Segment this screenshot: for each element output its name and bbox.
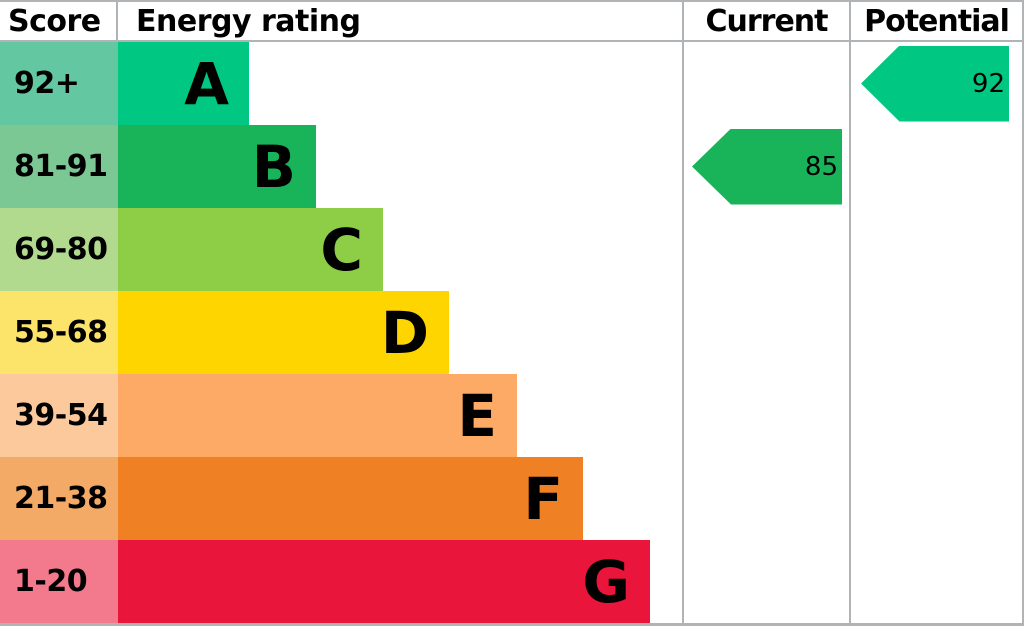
band-score-range: 21-38 bbox=[14, 481, 108, 516]
band-bar-cell: A bbox=[118, 42, 682, 125]
potential-rating-cell bbox=[849, 540, 1022, 623]
band-letter: G bbox=[582, 547, 630, 616]
band-letter: C bbox=[320, 215, 363, 284]
band-rating-bar: B bbox=[118, 125, 316, 208]
band-rating-bar: F bbox=[118, 457, 583, 540]
band-rating-bar: D bbox=[118, 291, 449, 374]
band-score-range: 92+ bbox=[14, 66, 80, 101]
band-score-cell: 1-20 bbox=[0, 540, 118, 623]
potential-rating-arrow: 92 bbox=[861, 45, 1009, 122]
score-column-header: Score bbox=[0, 2, 118, 42]
current-rating-cell bbox=[682, 457, 849, 540]
band-bar-cell: F bbox=[118, 457, 682, 540]
band-bar-cell: C bbox=[118, 208, 682, 291]
energy-rating-column-header: Energy rating bbox=[118, 2, 682, 42]
band-letter: E bbox=[457, 381, 497, 450]
potential-rating-value: 92 bbox=[971, 68, 1005, 99]
potential-rating-cell bbox=[849, 208, 1022, 291]
band-score-cell: 55-68 bbox=[0, 291, 118, 374]
band-rating-bar: E bbox=[118, 374, 517, 457]
band-score-range: 1-20 bbox=[14, 564, 88, 599]
band-letter: D bbox=[380, 298, 429, 367]
band-score-cell: 69-80 bbox=[0, 208, 118, 291]
band-rating-bar: G bbox=[118, 540, 650, 623]
current-rating-value: 85 bbox=[804, 151, 838, 182]
potential-rating-cell bbox=[849, 291, 1022, 374]
band-bar-cell: D bbox=[118, 291, 682, 374]
band-score-range: 81-91 bbox=[14, 149, 108, 184]
current-rating-cell bbox=[682, 540, 849, 623]
band-score-cell: 81-91 bbox=[0, 125, 118, 208]
band-score-range: 39-54 bbox=[14, 398, 108, 433]
current-rating-cell: 85 bbox=[682, 125, 849, 208]
band-score-cell: 21-38 bbox=[0, 457, 118, 540]
band-score-range: 55-68 bbox=[14, 315, 108, 350]
current-rating-cell bbox=[682, 374, 849, 457]
band-bar-cell: E bbox=[118, 374, 682, 457]
band-letter: F bbox=[523, 464, 563, 533]
current-rating-cell bbox=[682, 291, 849, 374]
current-rating-cell bbox=[682, 208, 849, 291]
band-bar-cell: B bbox=[118, 125, 682, 208]
current-rating-cell bbox=[682, 42, 849, 125]
band-rating-bar: C bbox=[118, 208, 383, 291]
current-rating-arrow: 85 bbox=[692, 128, 842, 205]
potential-column-header: Potential bbox=[849, 2, 1022, 42]
potential-rating-cell bbox=[849, 374, 1022, 457]
band-letter: A bbox=[184, 49, 229, 118]
band-score-range: 69-80 bbox=[14, 232, 108, 267]
band-score-cell: 92+ bbox=[0, 42, 118, 125]
band-score-cell: 39-54 bbox=[0, 374, 118, 457]
current-column-header: Current bbox=[682, 2, 849, 42]
band-letter: B bbox=[251, 132, 296, 201]
band-bar-cell: G bbox=[118, 540, 682, 623]
potential-rating-cell bbox=[849, 125, 1022, 208]
band-rating-bar: A bbox=[118, 42, 249, 125]
potential-rating-cell bbox=[849, 457, 1022, 540]
potential-rating-cell: 92 bbox=[849, 42, 1022, 125]
